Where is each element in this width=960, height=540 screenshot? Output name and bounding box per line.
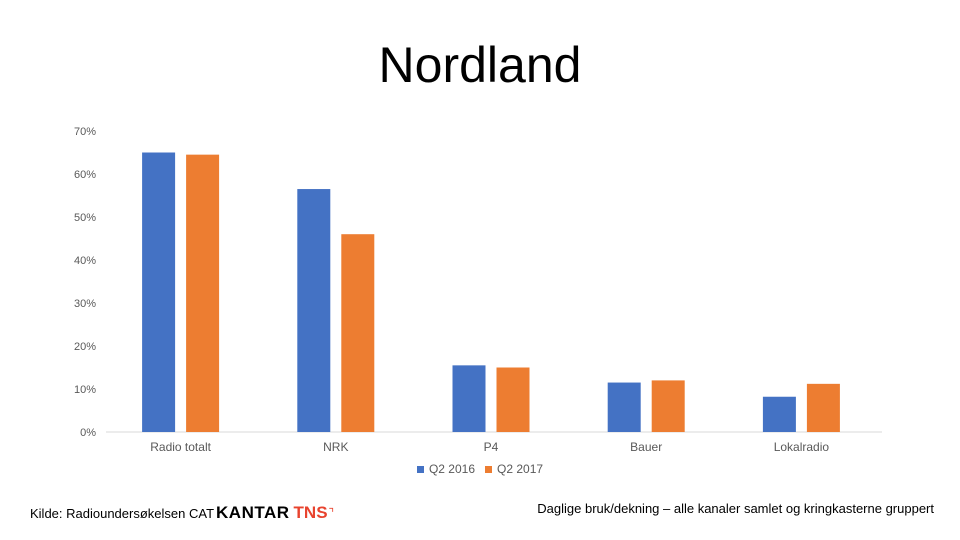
legend-label-q2-2016: Q2 2016 — [428, 462, 475, 476]
y-tick-label: 30% — [74, 298, 96, 310]
source-line: Kilde: Radioundersøkelsen CAT KANTAR TNS… — [30, 503, 334, 523]
kantar-tns-logo: KANTAR TNS ⌝ — [216, 503, 334, 523]
bar-q2-2016 — [142, 152, 176, 432]
x-tick-label: NRK — [323, 440, 348, 454]
bar-q2-2016 — [762, 396, 796, 432]
chart-title: Nordland — [378, 37, 582, 93]
bar-q2-2017 — [496, 367, 530, 432]
legend-swatch-q2-2017 — [485, 465, 492, 473]
bar-q2-2016 — [297, 189, 331, 432]
legend-label-q2-2017: Q2 2017 — [497, 462, 544, 476]
x-tick-label: Radio totalt — [150, 440, 211, 454]
legend-item-q2-2017: Q2 2017 — [485, 462, 543, 476]
legend-item-q2-2016: Q2 2016 — [416, 462, 475, 476]
footnote: Daglige bruk/dekning – alle kanaler saml… — [537, 501, 934, 516]
x-tick-label: Lokalradio — [774, 440, 830, 454]
y-tick-label: 60% — [74, 169, 96, 181]
y-tick-label: 20% — [74, 341, 96, 353]
bar-q2-2017 — [806, 383, 840, 432]
y-tick-label: 70% — [74, 126, 96, 138]
logo-kantar-text: KANTAR — [216, 503, 290, 522]
legend: Q2 2016 Q2 2017 — [0, 462, 960, 476]
bar-q2-2016 — [452, 365, 486, 432]
logo-tns-text: TNS — [293, 503, 328, 522]
bar-q2-2017 — [186, 154, 220, 432]
x-tick-label: Bauer — [630, 440, 662, 454]
bar-q2-2017 — [341, 234, 375, 432]
bar-q2-2017 — [651, 380, 685, 432]
y-tick-label: 50% — [74, 212, 96, 224]
x-tick-label: P4 — [484, 440, 499, 454]
source-text: Kilde: Radioundersøkelsen CAT — [30, 505, 215, 521]
y-tick-label: 40% — [74, 255, 96, 267]
bar-q2-2016 — [607, 382, 641, 432]
logo-corner-icon: ⌝ — [328, 506, 335, 520]
y-tick-label: 0% — [80, 427, 96, 439]
y-tick-label: 10% — [74, 384, 96, 396]
legend-swatch-q2-2016 — [416, 465, 424, 473]
